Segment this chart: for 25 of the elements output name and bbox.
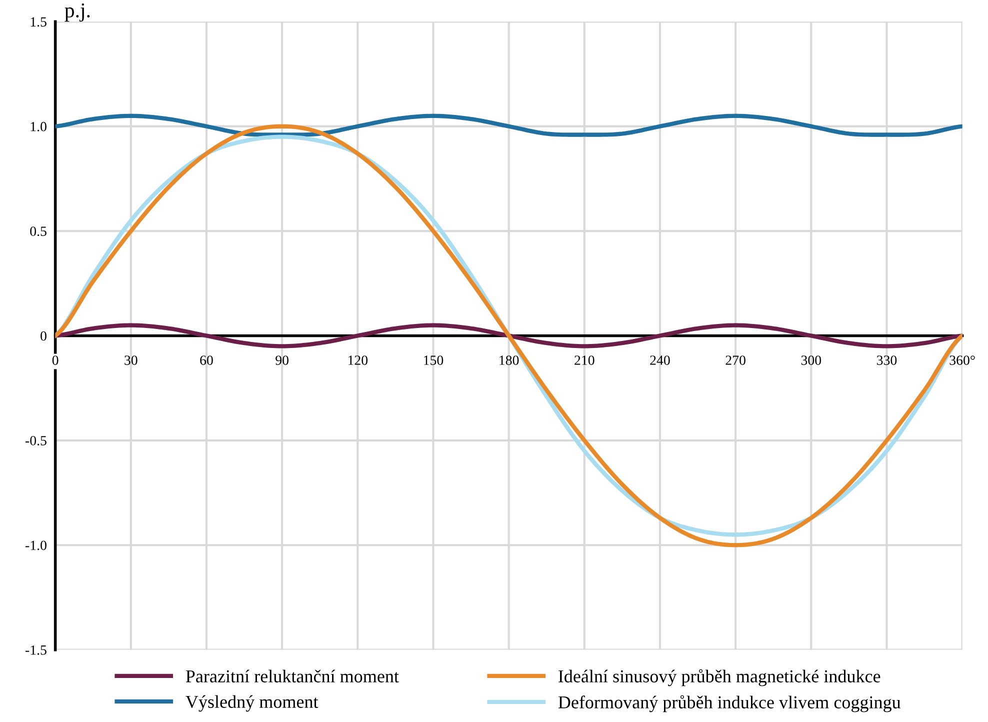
x-tick-label: 180 [500, 356, 519, 365]
x-tick-label: 210 [574, 356, 594, 365]
x-tick-label: 270 [726, 356, 746, 365]
y-tick-label: -1.5 [26, 645, 46, 655]
legend-label: Deformovaný průběh indukce vlivem coggingu [558, 695, 901, 712]
legend-label: Ideální sinusový průběh magnetické indukce [558, 669, 880, 686]
y-tick-label: -0.5 [26, 436, 46, 446]
x-tick-label: 360° [950, 356, 975, 365]
x-tick-label: 240 [650, 356, 670, 365]
x-tick-label: 60 [200, 356, 213, 365]
y-tick-label: 0.5 [30, 226, 46, 236]
legend-label: Parazitní reluktanční moment [186, 670, 399, 682]
y-axis-title: p.j. [64, 3, 90, 22]
y-tick-label: 1.0 [30, 122, 46, 132]
x-tick-label: 300 [801, 356, 822, 365]
x-tick-label: 120 [348, 356, 368, 365]
x-tick-label: 330 [876, 356, 897, 365]
y-tick-label: 0 [40, 331, 46, 341]
y-tick-label: -1.0 [26, 540, 46, 550]
x-tick-label: 0 [52, 356, 58, 365]
legend-label: Výsledný moment [186, 695, 318, 712]
x-tick-label: 90 [276, 356, 288, 365]
x-tick-label: 150 [424, 356, 444, 365]
y-tick-label: 1.5 [30, 17, 46, 27]
x-tick-label: 30 [124, 356, 138, 365]
